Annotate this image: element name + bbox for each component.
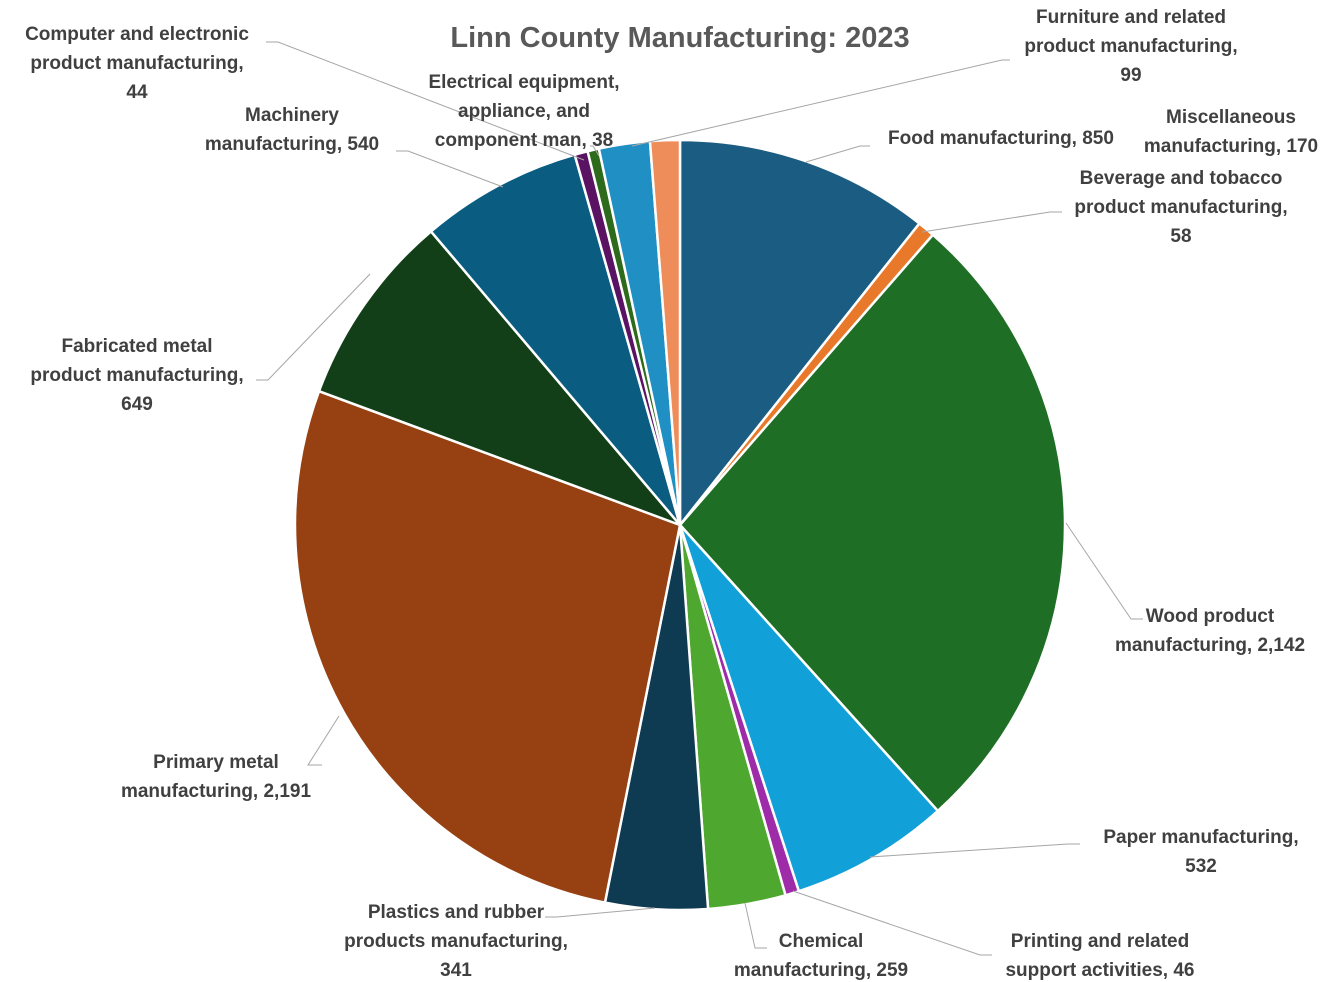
data-label-line: 649 <box>121 394 153 415</box>
pie-slice <box>317 230 682 527</box>
data-label-line: product manufacturing, <box>30 53 243 74</box>
leader-line <box>921 211 1062 233</box>
data-label-line: 44 <box>126 82 148 103</box>
data-label: Chemical manufacturing, 259 <box>734 931 908 981</box>
data-label: Fabricated metal product manufacturing, 64… <box>30 336 243 415</box>
data-label-line: manufacturing, 540 <box>205 134 379 155</box>
data-label: Primary metal manufacturing, 2,191 <box>121 752 311 802</box>
data-label-line: product manufacturing, <box>1024 36 1237 57</box>
leader-line <box>1065 522 1143 620</box>
data-label-line: Machinery <box>245 105 339 126</box>
data-label: Furniture and related product manufacturi… <box>1024 7 1237 86</box>
data-label-line: Beverage and tobacco <box>1080 168 1283 189</box>
pie-slice <box>293 389 682 904</box>
leader-line <box>805 145 870 163</box>
leader-line <box>792 890 992 956</box>
data-label-line: Paper manufacturing, <box>1103 827 1298 848</box>
data-label-line: Primary metal <box>153 752 279 773</box>
leader-line <box>631 59 1010 147</box>
data-label-line: manufacturing, 2,142 <box>1115 635 1305 656</box>
data-label: Food manufacturing, 850 <box>888 128 1114 149</box>
data-label: Electrical equipment, appliance, and compo… <box>428 72 619 151</box>
pie-slice <box>678 523 940 893</box>
data-label-line: product manufacturing, <box>30 365 243 386</box>
data-label: Plastics and rubber products manufacturin… <box>344 902 568 981</box>
slice-labels: Food manufacturing, 850 Beverage and toba… <box>25 7 1318 981</box>
data-label-line: Fabricated metal <box>62 336 213 357</box>
data-label-line: Chemical <box>779 931 863 952</box>
leader-line <box>590 145 600 157</box>
data-label: Paper manufacturing, 532 <box>1103 827 1298 877</box>
data-label-line: Printing and related <box>1011 931 1189 952</box>
data-label-line: appliance, and <box>458 101 590 122</box>
data-label-line: manufacturing, 259 <box>734 960 908 981</box>
data-label-line: 58 <box>1170 226 1191 247</box>
leader-line <box>266 41 585 161</box>
data-label: Printing and related support activities, … <box>1005 931 1194 981</box>
leader-lines <box>256 41 1143 956</box>
data-label: Wood product manufacturing, 2,142 <box>1115 606 1305 656</box>
data-label-line: Electrical equipment, <box>428 72 619 93</box>
data-label-line: products manufacturing, <box>344 931 568 952</box>
leader-line <box>545 907 656 918</box>
leader-line <box>256 273 371 381</box>
data-label-line: manufacturing, 2,191 <box>121 781 311 802</box>
data-label-line: Food manufacturing, 850 <box>888 128 1114 149</box>
data-label: Computer and electronic product manufactu… <box>25 24 249 103</box>
data-label-line: product manufacturing, <box>1074 197 1287 218</box>
data-label-line: 99 <box>1120 65 1141 86</box>
chart-title: Linn County Manufacturing: 2023 <box>450 22 909 54</box>
data-label-line: Plastics and rubber <box>368 902 545 923</box>
data-label: Machinery manufacturing, 540 <box>205 105 379 155</box>
leader-line <box>869 843 1080 858</box>
pie-slice <box>648 138 682 527</box>
data-label-line: component man, 38 <box>435 130 613 151</box>
data-label-line: Miscellaneous <box>1166 107 1296 128</box>
data-label-line: support activities, 46 <box>1005 960 1194 981</box>
data-label-line: Computer and electronic <box>25 24 249 45</box>
leader-line <box>744 902 767 949</box>
data-label: Miscellaneous manufacturing, 170 <box>1144 107 1318 157</box>
leader-line <box>307 715 340 766</box>
data-label-line: Wood product <box>1146 606 1275 627</box>
data-label: Beverage and tobacco product manufacturin… <box>1074 168 1287 247</box>
data-label-line: manufacturing, 170 <box>1144 136 1318 157</box>
data-label-line: Furniture and related <box>1036 7 1226 28</box>
data-label-line: 341 <box>440 960 472 981</box>
pie-slices <box>293 138 1067 912</box>
data-label-line: 532 <box>1185 856 1217 877</box>
pie-slice <box>678 233 1067 813</box>
leader-line <box>396 150 504 188</box>
